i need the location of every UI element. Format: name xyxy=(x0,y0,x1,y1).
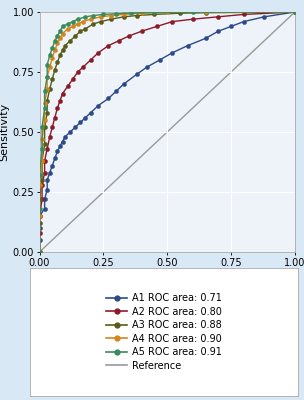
Legend: A1 ROC area: 0.71, A2 ROC area: 0.80, A3 ROC area: 0.88, A4 ROC area: 0.90, A5 R: A1 ROC area: 0.71, A2 ROC area: 0.80, A3… xyxy=(103,290,225,374)
Y-axis label: Sensitivity: Sensitivity xyxy=(0,103,9,161)
X-axis label: 1-Specificity: 1-Specificity xyxy=(133,270,202,280)
